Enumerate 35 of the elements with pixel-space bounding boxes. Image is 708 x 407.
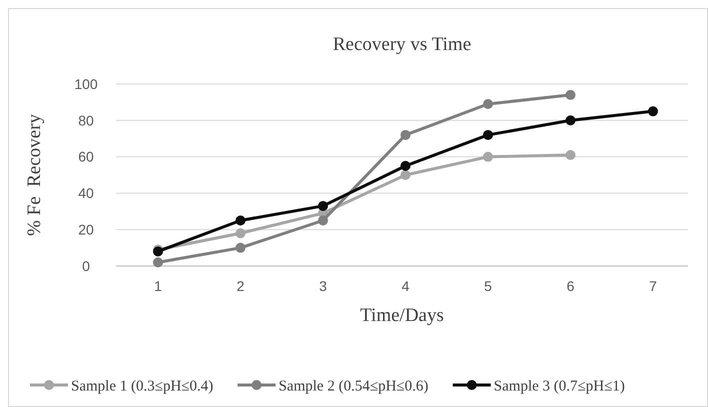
x-tick-label: 4 bbox=[402, 278, 410, 294]
y-tick-label: 0 bbox=[82, 258, 90, 274]
point bbox=[318, 200, 328, 211]
point bbox=[483, 152, 493, 162]
x-tick-label: 6 bbox=[566, 278, 575, 294]
x-axis-title: Time/Days bbox=[360, 305, 444, 326]
point bbox=[566, 90, 576, 100]
legend-label: Sample 3 (0.7≤pH≤1) bbox=[494, 378, 625, 394]
y-tick-label: 100 bbox=[74, 76, 98, 92]
y-tick-label: 60 bbox=[78, 148, 94, 165]
legend-label: Sample 2 (0.54≤pH≤0.6) bbox=[278, 378, 428, 394]
point bbox=[400, 160, 410, 171]
point bbox=[236, 242, 246, 253]
point bbox=[400, 130, 410, 140]
point bbox=[236, 228, 246, 238]
point bbox=[483, 130, 493, 140]
point bbox=[566, 115, 576, 126]
point bbox=[236, 216, 246, 226]
point bbox=[153, 257, 163, 268]
point bbox=[400, 170, 410, 180]
point bbox=[483, 99, 493, 110]
x-tick-label: 1 bbox=[154, 278, 162, 294]
point bbox=[318, 216, 328, 226]
legend-label: Sample 1 (0.3≤pH≤0.4) bbox=[71, 378, 214, 394]
point bbox=[648, 106, 658, 116]
x-tick-label: 2 bbox=[236, 278, 245, 294]
chart-title: Recovery vs Time bbox=[332, 34, 472, 55]
y-tick-label: 20 bbox=[78, 222, 94, 238]
y-tick-label: 80 bbox=[78, 112, 94, 128]
point bbox=[566, 150, 576, 160]
x-tick-label: 5 bbox=[484, 278, 492, 294]
y-axis-title: % Fe Recovery bbox=[24, 114, 45, 236]
x-tick-label: 3 bbox=[319, 278, 328, 294]
x-tick-label: 7 bbox=[649, 278, 658, 294]
y-tick-label: 40 bbox=[78, 185, 94, 202]
